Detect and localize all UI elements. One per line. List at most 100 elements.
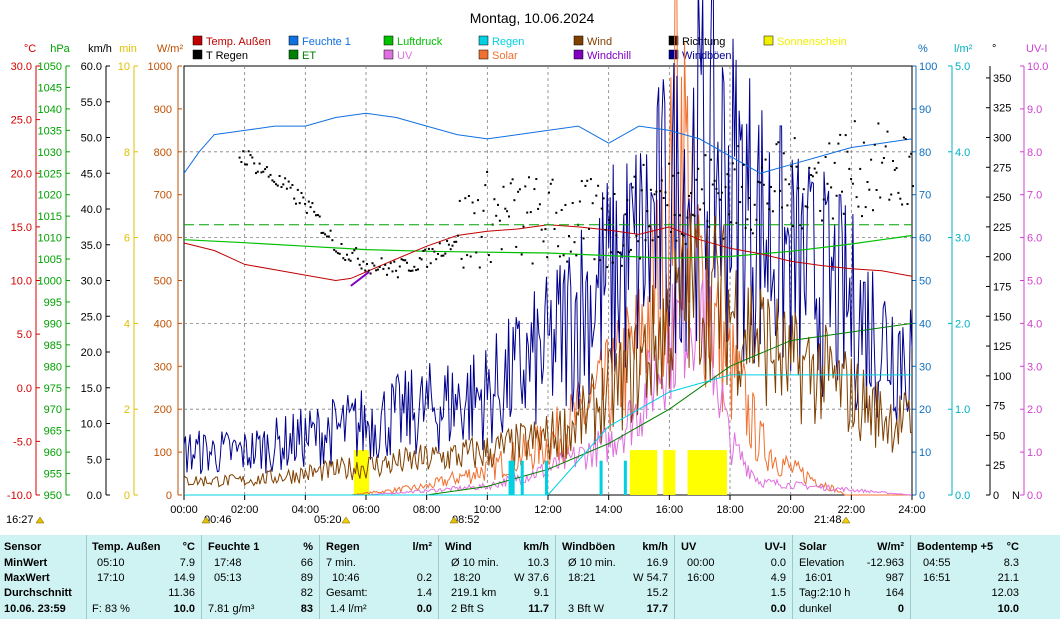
direction-point: [786, 204, 789, 207]
sunshine-bar: [663, 450, 676, 495]
right-axis-unit: °: [992, 43, 996, 55]
direction-point: [895, 167, 898, 170]
direction-point: [620, 264, 623, 267]
stats-gust-r1-value: 16.9: [646, 557, 668, 569]
right-axis-tick-label: 225: [993, 222, 1011, 234]
direction-point: [609, 251, 612, 254]
right-axis-tick-label: 250: [993, 192, 1011, 204]
direction-point: [442, 254, 445, 257]
stats-wind-r3-label: 219.1 km: [451, 587, 497, 599]
direction-point: [804, 205, 807, 208]
direction-point: [393, 260, 396, 263]
rain-bar: [508, 460, 515, 495]
left-axis-tick-label: -10.0: [7, 490, 32, 502]
direction-point: [648, 225, 651, 228]
direction-point: [795, 165, 798, 168]
stats-avg-label: Durchschnitt: [4, 587, 72, 599]
left-axis-tick-label: 60.0: [81, 61, 102, 73]
direction-point: [566, 260, 569, 263]
direction-point: [291, 184, 294, 186]
sunshine-bar: [353, 450, 370, 495]
legend-swatch-windchill: [573, 49, 584, 60]
direction-point: [435, 258, 438, 261]
direction-point: [802, 188, 805, 191]
right-axis-tick-label: 80: [919, 147, 931, 159]
left-axis-tick-label: 8: [124, 147, 130, 159]
direction-point: [477, 199, 479, 202]
left-axis-tick-label: 955: [44, 469, 62, 481]
direction-point: [850, 178, 853, 180]
right-axes: % 0 10 20 30 40 50 60 70 80 90 100 l/m² 0.0 1.0 2.0 3.0 4…: [912, 43, 1048, 502]
stats-solar-r2-label: 16:01: [805, 572, 833, 584]
direction-point: [608, 219, 611, 221]
left-axis-tick-label: 600: [154, 233, 172, 245]
direction-point: [679, 214, 681, 217]
left-axis-tick-label: 5.0: [87, 454, 102, 466]
direction-point: [520, 253, 523, 256]
direction-point: [391, 270, 394, 273]
left-axis-tick-label: 50.0: [81, 133, 102, 145]
sun-mark-label: 21:48: [814, 514, 842, 526]
left-axis-tick-label: 4: [124, 318, 130, 330]
direction-point: [606, 266, 609, 269]
direction-point: [879, 196, 882, 199]
weather-chart: Montag, 10.06.2024 Temp. Außen Feuchte 1 L…: [6, 0, 1048, 526]
direction-point: [753, 203, 756, 206]
x-axis-tick-label: 20:00: [777, 504, 805, 516]
direction-point: [659, 190, 661, 193]
stats-gust-r2-value: W 54.7: [633, 572, 668, 584]
direction-point: [255, 172, 257, 175]
direction-point: [657, 235, 660, 238]
direction-point: [586, 179, 589, 182]
direction-point: [489, 261, 492, 263]
direction-point: [438, 242, 441, 245]
direction-point: [589, 178, 592, 181]
stats-hum-avg: 82: [300, 587, 313, 599]
left-axis-tick-label: 2: [124, 404, 130, 416]
left-axis-tick-label: 10: [118, 61, 130, 73]
left-axis-tick-label: 0.0: [87, 490, 102, 502]
direction-point: [373, 264, 376, 267]
direction-point: [473, 212, 476, 215]
legend-label-richtung: Richtung: [682, 36, 725, 48]
direction-point: [902, 136, 905, 139]
direction-point: [742, 163, 745, 166]
direction-point: [324, 233, 327, 236]
stats-hum-min-time: 17:48: [214, 557, 242, 569]
direction-point: [351, 251, 354, 254]
plot-area: [183, 0, 914, 496]
left-axis-tick-label: 1050: [38, 61, 62, 73]
direction-point: [811, 175, 814, 178]
sun-moon-marks: 16:27 00:46 05:20 08:52 21:48: [6, 514, 851, 526]
direction-point: [484, 184, 487, 187]
direction-point: [273, 180, 276, 183]
direction-point: [284, 177, 287, 180]
direction-point: [327, 235, 330, 238]
left-axis-tick-label: -5.0: [13, 436, 32, 448]
x-axis-tick-label: 00:00: [170, 504, 198, 516]
direction-point: [349, 259, 352, 262]
legend-label-et: ET: [302, 50, 316, 62]
direction-point: [538, 203, 541, 206]
direction-point: [242, 150, 245, 153]
direction-point: [897, 191, 900, 194]
left-axis-tick-label: 100: [154, 447, 172, 459]
left-axis-tick-label: 990: [44, 318, 62, 330]
stats-solar-r3-label: Tag:2:10 h: [799, 587, 851, 599]
direction-point: [375, 269, 378, 272]
direction-point: [699, 208, 702, 211]
direction-point: [766, 202, 769, 205]
stats-wind-r3-value: 9.1: [533, 587, 549, 599]
left-axes: °C-10.0-5.00.05.010.015.020.025.030.0hPa…: [7, 43, 184, 502]
legend-swatch-uv: [383, 49, 394, 60]
right-axis-unit: %: [918, 43, 928, 55]
direction-point: [486, 171, 489, 173]
direction-point: [458, 199, 461, 202]
stats-hum-min-value: 66: [300, 557, 313, 569]
direction-point: [755, 218, 758, 221]
direction-point: [764, 158, 767, 161]
direction-point: [660, 179, 663, 182]
left-axis-tick-label: 1040: [38, 104, 62, 116]
direction-point: [376, 268, 379, 271]
direction-point: [369, 272, 372, 275]
